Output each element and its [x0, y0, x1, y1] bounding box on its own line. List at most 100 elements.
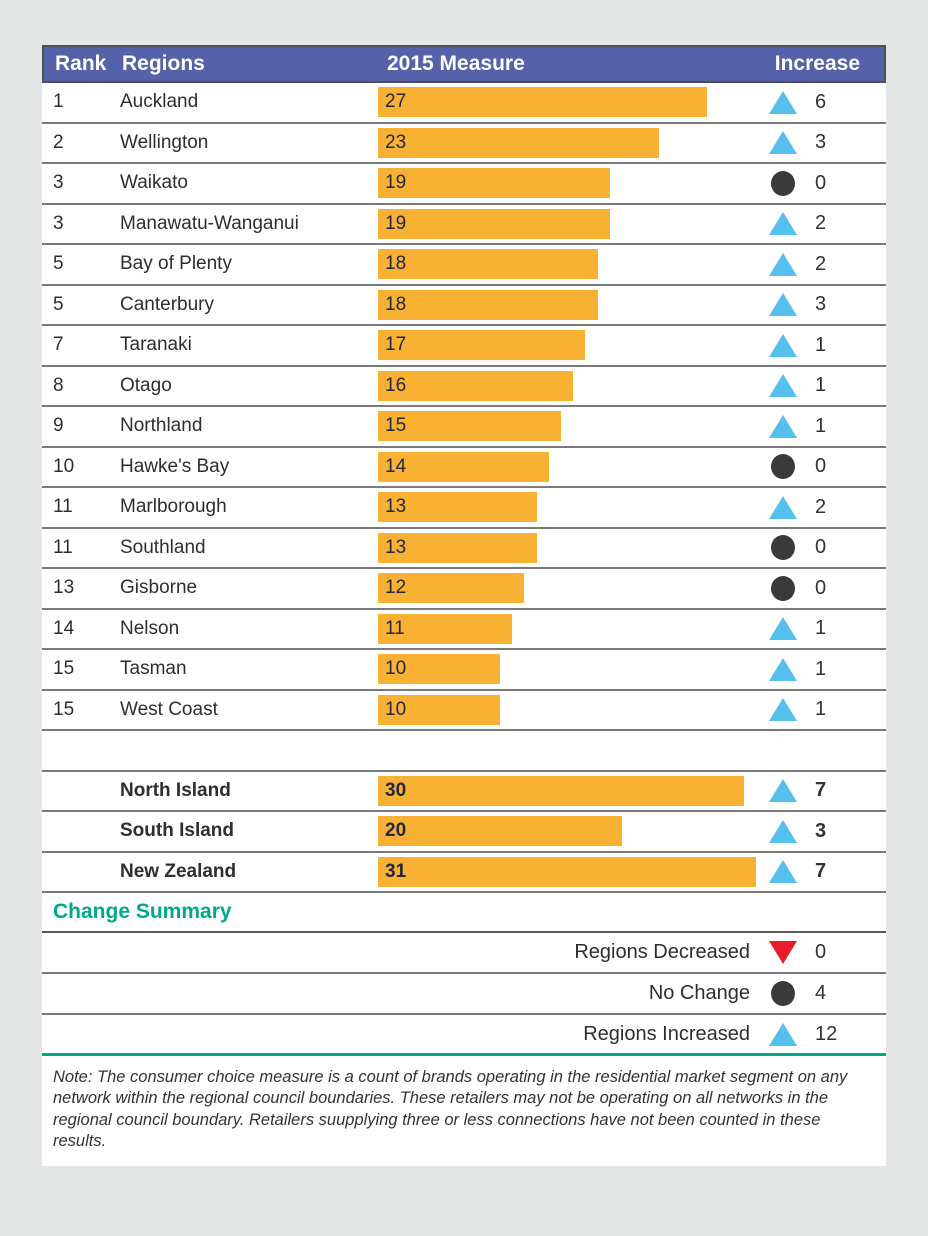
increase-value: 7	[815, 779, 827, 802]
no-change-circle-icon	[771, 575, 795, 601]
increase-triangle-icon	[769, 617, 797, 641]
table-row: 13 Gisborne 12 0	[42, 569, 886, 610]
increase-cell: 7	[758, 860, 886, 884]
measure-bar-cell: 16	[378, 370, 758, 401]
increase-cell: 3	[758, 819, 886, 843]
measure-value: 12	[385, 577, 407, 599]
increase-triangle-icon	[769, 1022, 797, 1046]
table-row: 3 Manawatu-Wanganui 19 2	[42, 205, 886, 245]
increase-cell: 2	[758, 495, 886, 519]
region-name: Northland	[120, 415, 203, 437]
measure-bar-cell: 12	[378, 573, 758, 604]
region-name: Hawke's Bay	[120, 455, 230, 477]
increase-value: 1	[815, 374, 827, 397]
increase-cell: 1	[758, 414, 886, 438]
measure-bar-cell: 10	[378, 654, 758, 685]
measure-bar: 18	[378, 289, 598, 320]
increase-triangle-icon	[769, 212, 797, 236]
table-row: 3 Waikato 19 0	[42, 164, 886, 205]
table-row: 5 Canterbury 18 3	[42, 286, 886, 326]
measure-bar-cell: 13	[378, 492, 758, 523]
increase-cell: 2	[758, 212, 886, 236]
increase-triangle-icon	[769, 90, 797, 114]
increase-triangle-icon	[769, 414, 797, 438]
measure-value: 31	[385, 860, 407, 882]
change-summary-label: No Change	[648, 982, 750, 1004]
table-row: 7 Taranaki 17 1	[42, 326, 886, 367]
no-change-circle-icon	[771, 981, 795, 1006]
increase-value: 2	[815, 252, 827, 275]
measure-value: 17	[385, 334, 407, 356]
increase-cell: 1	[758, 333, 886, 357]
change-summary-label: Regions Increased	[583, 1022, 750, 1045]
increase-triangle-icon	[769, 131, 797, 155]
region-name: Waikato	[120, 172, 188, 194]
measure-value: 30	[385, 779, 407, 801]
region-name: Southland	[120, 536, 206, 558]
measure-bar-cell: 11	[378, 613, 758, 644]
change-summary-count-cell: 12	[758, 1022, 886, 1046]
measure-bar: 15	[378, 411, 561, 442]
table-row: 11 Southland 13 0	[42, 529, 886, 569]
measure-bar-cell: 31	[378, 856, 758, 887]
table-row: South Island 20 3	[42, 812, 886, 853]
change-summary-row: Regions Increased 12	[42, 1015, 886, 1056]
measure-value: 13	[385, 536, 407, 558]
increase-value: 3	[815, 293, 827, 316]
summary-rows-container: North Island 30 7 South Island 20 3 New …	[42, 772, 886, 893]
table-row: 1 Auckland 27 6	[42, 83, 886, 124]
measure-bar-cell: 17	[378, 330, 758, 361]
table-header-row: Rank Regions 2015 Measure Increase	[42, 45, 886, 83]
change-summary-count-cell: 4	[758, 981, 886, 1006]
table-row: 8 Otago 16 1	[42, 367, 886, 407]
measure-bar-cell: 15	[378, 411, 758, 442]
region-name: Otago	[120, 374, 172, 396]
increase-value: 0	[815, 576, 827, 599]
measure-value: 19	[385, 212, 407, 234]
rank-cell: 7	[53, 334, 64, 356]
measure-bar: 11	[378, 613, 512, 644]
measure-bar: 10	[378, 694, 500, 725]
increase-value: 1	[815, 414, 827, 437]
measure-bar-cell: 18	[378, 249, 758, 280]
column-header-rank: Rank	[55, 52, 107, 75]
footnote-text: Note: The consumer choice measure is a c…	[53, 1068, 848, 1151]
increase-cell: 6	[758, 90, 886, 114]
rank-cell: 9	[53, 415, 64, 437]
measure-bar-cell: 19	[378, 208, 758, 239]
measure-value: 16	[385, 374, 407, 396]
ranking-table-card: Rank Regions 2015 Measure Increase 1 Auc…	[42, 45, 886, 1166]
measure-value: 27	[385, 91, 407, 113]
increase-cell: 1	[758, 657, 886, 681]
increase-triangle-icon	[769, 293, 797, 317]
column-header-increase: Increase	[774, 52, 860, 75]
increase-cell: 0	[758, 535, 886, 561]
measure-bar: 19	[378, 168, 610, 199]
region-name: Gisborne	[120, 577, 198, 599]
region-name: Nelson	[120, 617, 180, 639]
region-name: Manawatu-Wanganui	[120, 212, 299, 234]
region-rows-container: 1 Auckland 27 6 2 Wellington 23 3 3 Waik…	[42, 83, 886, 731]
region-name: New Zealand	[120, 860, 237, 882]
no-change-circle-icon	[771, 454, 795, 480]
table-row: 5 Bay of Plenty 18 2	[42, 245, 886, 286]
increase-value: 1	[815, 617, 827, 640]
change-summary-container: Regions Decreased 0 No Change 4 Regions …	[42, 933, 886, 1056]
measure-bar-cell: 30	[378, 775, 758, 806]
increase-cell: 1	[758, 374, 886, 398]
measure-value: 15	[385, 415, 407, 437]
measure-bar: 30	[378, 775, 744, 806]
increase-triangle-icon	[769, 374, 797, 398]
measure-value: 11	[385, 617, 405, 639]
rank-cell: 8	[53, 374, 64, 396]
increase-cell: 0	[758, 575, 886, 601]
measure-bar: 27	[378, 87, 707, 118]
table-row: 14 Nelson 11 1	[42, 610, 886, 650]
increase-cell: 0	[758, 454, 886, 480]
table-row: 2 Wellington 23 3	[42, 124, 886, 164]
increase-cell: 1	[758, 617, 886, 641]
region-name: Canterbury	[120, 293, 214, 315]
rank-cell: 1	[53, 91, 64, 113]
measure-bar-cell: 14	[378, 451, 758, 482]
increase-triangle-icon	[769, 252, 797, 276]
